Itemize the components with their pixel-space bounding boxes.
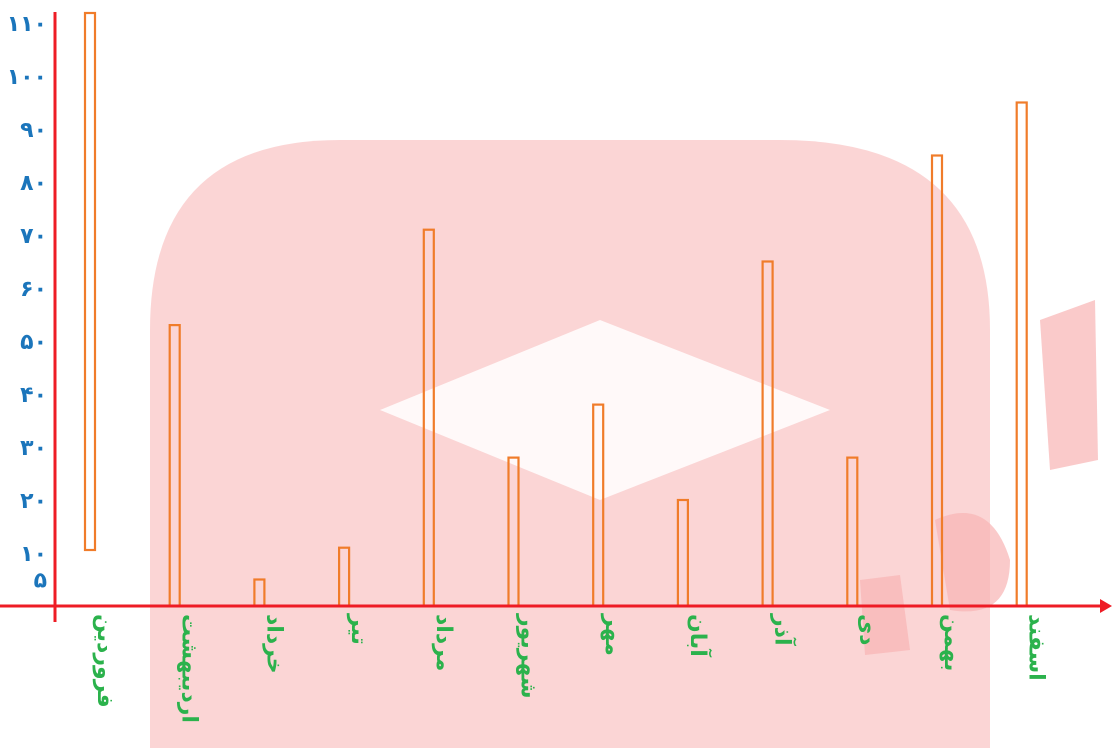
category-label: تیر — [346, 613, 371, 645]
bar-11 — [1015, 101, 1028, 608]
y-tick-label: ۷۰ — [20, 224, 47, 249]
category-label: آذر — [770, 613, 798, 646]
watermark-cap — [380, 320, 830, 500]
y-tick-label: ۱۰ — [20, 542, 47, 567]
category-label: فروردین — [92, 614, 117, 708]
y-tick-label: ۱۰۰ — [7, 65, 47, 90]
y-tick-label: ۴۰ — [20, 383, 47, 408]
y-tick-label: ۹۰ — [20, 118, 47, 143]
y-tick-label: ۵ — [34, 569, 47, 594]
category-label: اردیبهشت — [177, 614, 202, 723]
category-label: بهمن — [939, 614, 964, 671]
watermark-mark — [1040, 300, 1098, 470]
category-labels: فروردین اردیبهشت خرداد تیر مرداد شهریور مهر آبا… — [92, 613, 1049, 723]
category-label: مهر — [600, 613, 625, 656]
y-tick-label: ۶۰ — [20, 277, 47, 302]
y-tick-label: ۳۰ — [20, 436, 47, 461]
category-label: آبان — [685, 614, 713, 657]
watermark-mark — [935, 513, 1010, 612]
bar-0 — [83, 11, 97, 552]
y-tick-label: ۱۱۰ — [7, 12, 47, 37]
axes-group — [0, 12, 1112, 622]
watermark-mark — [860, 575, 910, 655]
category-label: مرداد — [431, 614, 456, 671]
category-label: خرداد — [261, 614, 286, 674]
y-tick-labels: ۵۱۰۲۰۳۰۴۰۵۰۶۰۷۰۸۰۹۰۱۰۰۱۱۰۱۲۰ — [7, 12, 47, 594]
category-label: اسفند — [1024, 614, 1049, 681]
category-label: شهریور — [516, 613, 541, 699]
y-tick-label: ۲۰ — [20, 489, 47, 514]
category-label: دی — [854, 614, 879, 645]
y-tick-label: ۸۰ — [20, 171, 47, 196]
watermark-logo — [150, 140, 1098, 748]
y-tick-label: ۵۰ — [20, 330, 47, 355]
x-axis-arrow — [1100, 599, 1112, 613]
